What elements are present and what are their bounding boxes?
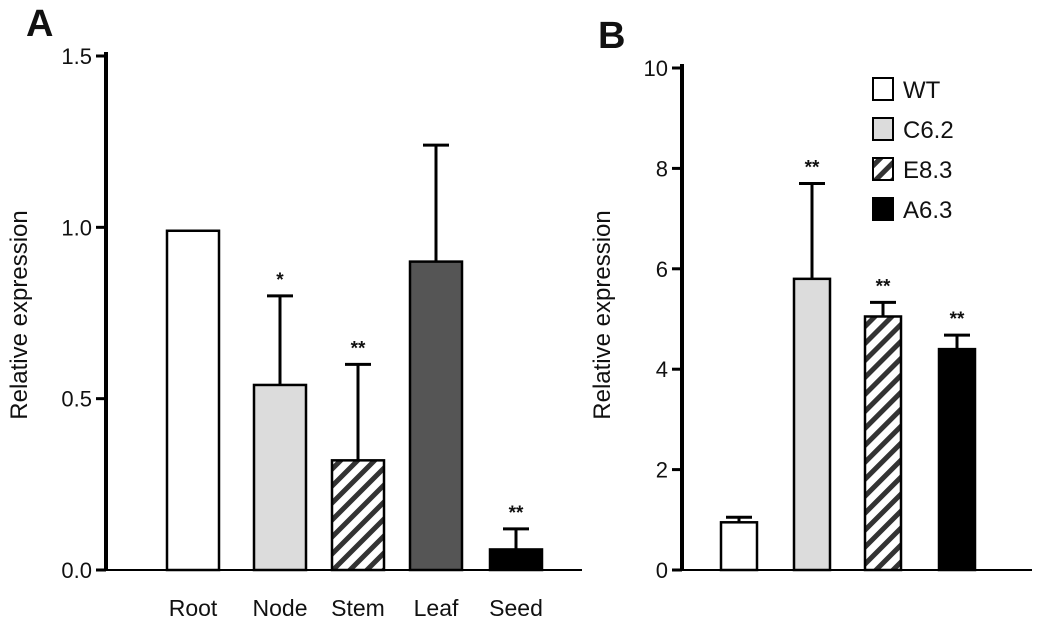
panel-a-significance-marker: *	[276, 270, 284, 291]
panel-b-y-tick-label: 0	[656, 558, 668, 583]
panel-a-y-tick-label: 1.5	[61, 44, 92, 69]
panel-a-bar-root	[165, 229, 221, 572]
panel-b-y-tick-label: 8	[656, 156, 668, 181]
panel-a-y-tick-label: 1.0	[61, 215, 92, 240]
panel-a-category-label: Node	[253, 595, 308, 621]
panel-b-bar-a6-3	[937, 347, 977, 572]
panel-b-y-tick-label: 10	[644, 56, 668, 81]
panel-b-y-axis-label: Relative expression	[589, 210, 616, 419]
panel-b-bar-c6-2	[792, 277, 832, 572]
panel-b-y-tick-label: 6	[656, 257, 668, 282]
panel-a-letter: A	[26, 3, 53, 45]
panel-b-legend-label: C6.2	[903, 117, 954, 144]
panel-a-chart: 0.0 0.5 1.0 1.5 Root * Node ** Stem Leaf ** Seed	[61, 44, 582, 621]
panel-a-category-label: Root	[169, 595, 218, 621]
panel-a-bar-node	[252, 383, 308, 572]
panel-a-significance-marker: **	[509, 503, 524, 524]
panel-a-bar-leaf	[408, 260, 464, 572]
panel-a-category-label: Seed	[489, 595, 543, 621]
panel-b-legend-label: E8.3	[903, 157, 952, 184]
panel-b-chart: 0 2 4 6 8 10 ** ** ** WT C6.2 E8.3 A6.3	[644, 56, 1032, 583]
panel-b-legend-swatch	[872, 117, 894, 141]
panel-a-bar-seed	[488, 548, 544, 572]
panel-b-legend-swatch	[872, 197, 894, 221]
panel-b-bar-e8-3	[863, 315, 903, 572]
panel-b-legend-swatch	[872, 77, 894, 101]
panel-a-category-label: Stem	[331, 595, 385, 621]
panel-b-legend-label: WT	[903, 77, 941, 104]
panel-a-y-tick-label: 0.5	[61, 387, 92, 412]
panel-b-legend-swatch	[872, 157, 894, 181]
panel-a-category-label: Leaf	[414, 595, 459, 621]
panel-a-y-tick-label: 0.0	[61, 558, 92, 583]
panel-b-significance-marker: **	[950, 309, 965, 330]
panel-a-bar-stem	[330, 459, 386, 572]
panel-b-y-tick-label: 4	[656, 357, 668, 382]
panel-b-significance-marker: **	[876, 276, 891, 297]
panel-b-bar-wt	[719, 521, 759, 572]
panel-b-y-tick-label: 2	[656, 458, 668, 483]
panel-b-legend-label: A6.3	[903, 197, 952, 224]
panel-a-significance-marker: **	[351, 338, 366, 359]
panel-b-significance-marker: **	[805, 157, 820, 178]
panel-a-y-axis-label: Relative expression	[6, 210, 33, 419]
panel-b-letter: B	[598, 15, 625, 57]
